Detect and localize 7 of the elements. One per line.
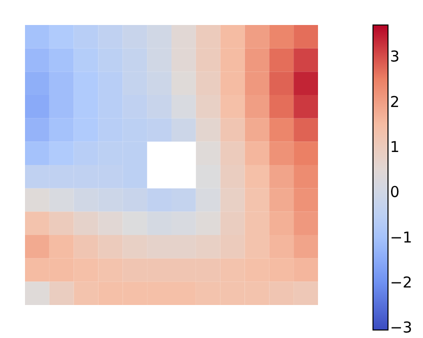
color-bar-label: 2 [390, 92, 400, 111]
color-bar-label: −2 [390, 274, 412, 292]
color-bar-label: −3 [390, 318, 412, 337]
color-bar-label: 0 [390, 183, 400, 202]
color-bar-label: 1 [390, 138, 400, 156]
color-bar-label: 3 [390, 48, 400, 66]
color-bar-label: −1 [390, 228, 412, 246]
